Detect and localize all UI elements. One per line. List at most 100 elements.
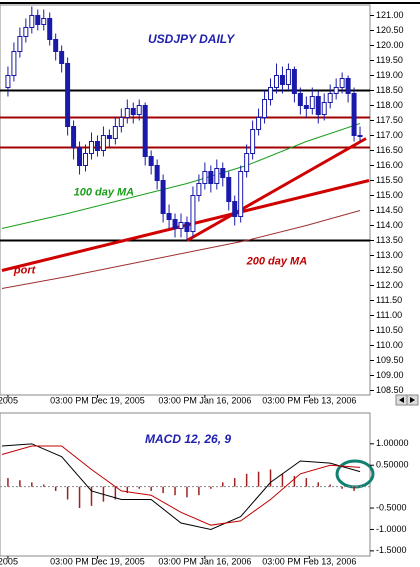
- annotation: 200 day MA: [246, 255, 308, 267]
- candle-body: [160, 180, 166, 214]
- candle-body: [184, 222, 190, 232]
- x-tick-label: 03:00 PM Dec 19, 2005: [50, 395, 145, 405]
- y-tick-label: -1.5000: [376, 545, 407, 555]
- candle-body: [220, 168, 226, 178]
- candle-body: [77, 147, 83, 166]
- x-tick-label: 2005: [0, 395, 18, 405]
- y-tick-label: 113.00: [376, 250, 403, 260]
- y-tick-label: 119.00: [376, 70, 403, 80]
- candle-body: [94, 141, 100, 151]
- candle-body: [11, 51, 17, 76]
- candle-body: [53, 39, 59, 52]
- candle-body: [142, 105, 148, 157]
- candle-body: [226, 177, 232, 202]
- candle-body: [23, 27, 29, 37]
- scroll-buttons[interactable]: [395, 394, 419, 406]
- price-panel: [0, 4, 371, 396]
- y-tick-label: 112.50: [376, 265, 403, 275]
- candle-body: [35, 15, 41, 25]
- candle-body: [357, 135, 363, 137]
- highlight-ellipse: [335, 459, 375, 489]
- arrow-left: [399, 397, 404, 403]
- x-tick-label: 03:00 PM Feb 13, 2006: [262, 556, 356, 566]
- candle-body: [124, 108, 130, 118]
- y-tick-label: -0.5000: [376, 502, 407, 512]
- candle-body: [29, 15, 35, 28]
- y-tick-label: 120.50: [376, 25, 404, 35]
- candle-body: [172, 219, 178, 229]
- y-tick-label: 110.00: [376, 340, 403, 350]
- candle-body: [327, 93, 333, 103]
- candle-body: [339, 78, 345, 88]
- arrow-right: [410, 397, 415, 403]
- candle-body: [279, 75, 285, 85]
- y-tick-label: 115.00: [376, 190, 403, 200]
- y-tick-label: 0.50000: [376, 460, 409, 470]
- y-tick-label: 1.00000: [376, 438, 409, 448]
- annotation: 100 day MA: [74, 186, 135, 198]
- annotation: port: [13, 264, 37, 276]
- candle-body: [178, 222, 184, 229]
- candle-body: [291, 69, 297, 94]
- candle-body: [351, 93, 357, 136]
- y-tick-label: 116.50: [376, 145, 403, 155]
- y-tick-label: 121.00: [376, 10, 404, 20]
- y-tick-label: 114.00: [376, 220, 403, 230]
- candle-body: [333, 87, 339, 94]
- candle-body: [5, 75, 11, 88]
- candle-body: [136, 105, 142, 115]
- candle-body: [100, 135, 106, 151]
- y-tick-label: 108.50: [376, 385, 404, 395]
- candle-body: [285, 69, 291, 85]
- candle-body: [41, 18, 47, 25]
- y-tick-label: 118.50: [376, 85, 403, 95]
- candle-body: [232, 201, 238, 217]
- candle-body: [154, 165, 160, 181]
- trend-line: [186, 137, 367, 242]
- moving-average: [1, 123, 361, 229]
- y-tick-label: 115.50: [376, 175, 403, 185]
- candle-body: [112, 126, 118, 139]
- candle-body: [118, 117, 124, 127]
- x-tick-label: 2005: [0, 556, 18, 566]
- y-tick-label: 111.00: [376, 310, 402, 320]
- candle-body: [321, 102, 327, 115]
- candle-body: [17, 36, 23, 52]
- y-tick-label: 116.00: [376, 160, 403, 170]
- candle-body: [244, 153, 250, 172]
- candle-body: [208, 171, 214, 184]
- y-tick-label: 109.00: [376, 370, 404, 380]
- moving-average: [1, 210, 361, 289]
- macd-line: [1, 443, 361, 530]
- y-tick-label: 109.50: [376, 355, 404, 365]
- candle-body: [345, 78, 351, 94]
- candle-body: [59, 51, 65, 64]
- x-tick-label: 03:00 PM Jan 16, 2006: [158, 556, 251, 566]
- candle-body: [238, 171, 244, 217]
- candle-body: [130, 108, 136, 115]
- candle-body: [88, 141, 94, 154]
- candle-body: [250, 129, 256, 154]
- macd-panel: [0, 412, 371, 557]
- candle-body: [202, 171, 208, 184]
- candle-body: [71, 126, 77, 148]
- y-tick-label: 114.50: [376, 205, 403, 215]
- candle-body: [196, 183, 202, 196]
- candle-body: [273, 75, 279, 88]
- candle-body: [315, 96, 321, 115]
- y-tick-label: 112.00: [376, 280, 403, 290]
- candle-body: [303, 105, 309, 109]
- candle-body: [148, 156, 154, 166]
- macd-title: MACD 12, 26, 9: [145, 432, 231, 446]
- y-tick-label: 111.50: [376, 295, 402, 305]
- macd-line: [1, 445, 361, 526]
- x-tick-label: 03:00 PM Jan 16, 2006: [158, 395, 251, 405]
- candle-body: [47, 18, 53, 40]
- y-tick-label: -1.0000: [376, 524, 407, 534]
- candle-body: [106, 135, 112, 139]
- candle-body: [65, 63, 71, 127]
- y-tick-label: 113.50: [376, 235, 403, 245]
- candle-body: [166, 213, 172, 220]
